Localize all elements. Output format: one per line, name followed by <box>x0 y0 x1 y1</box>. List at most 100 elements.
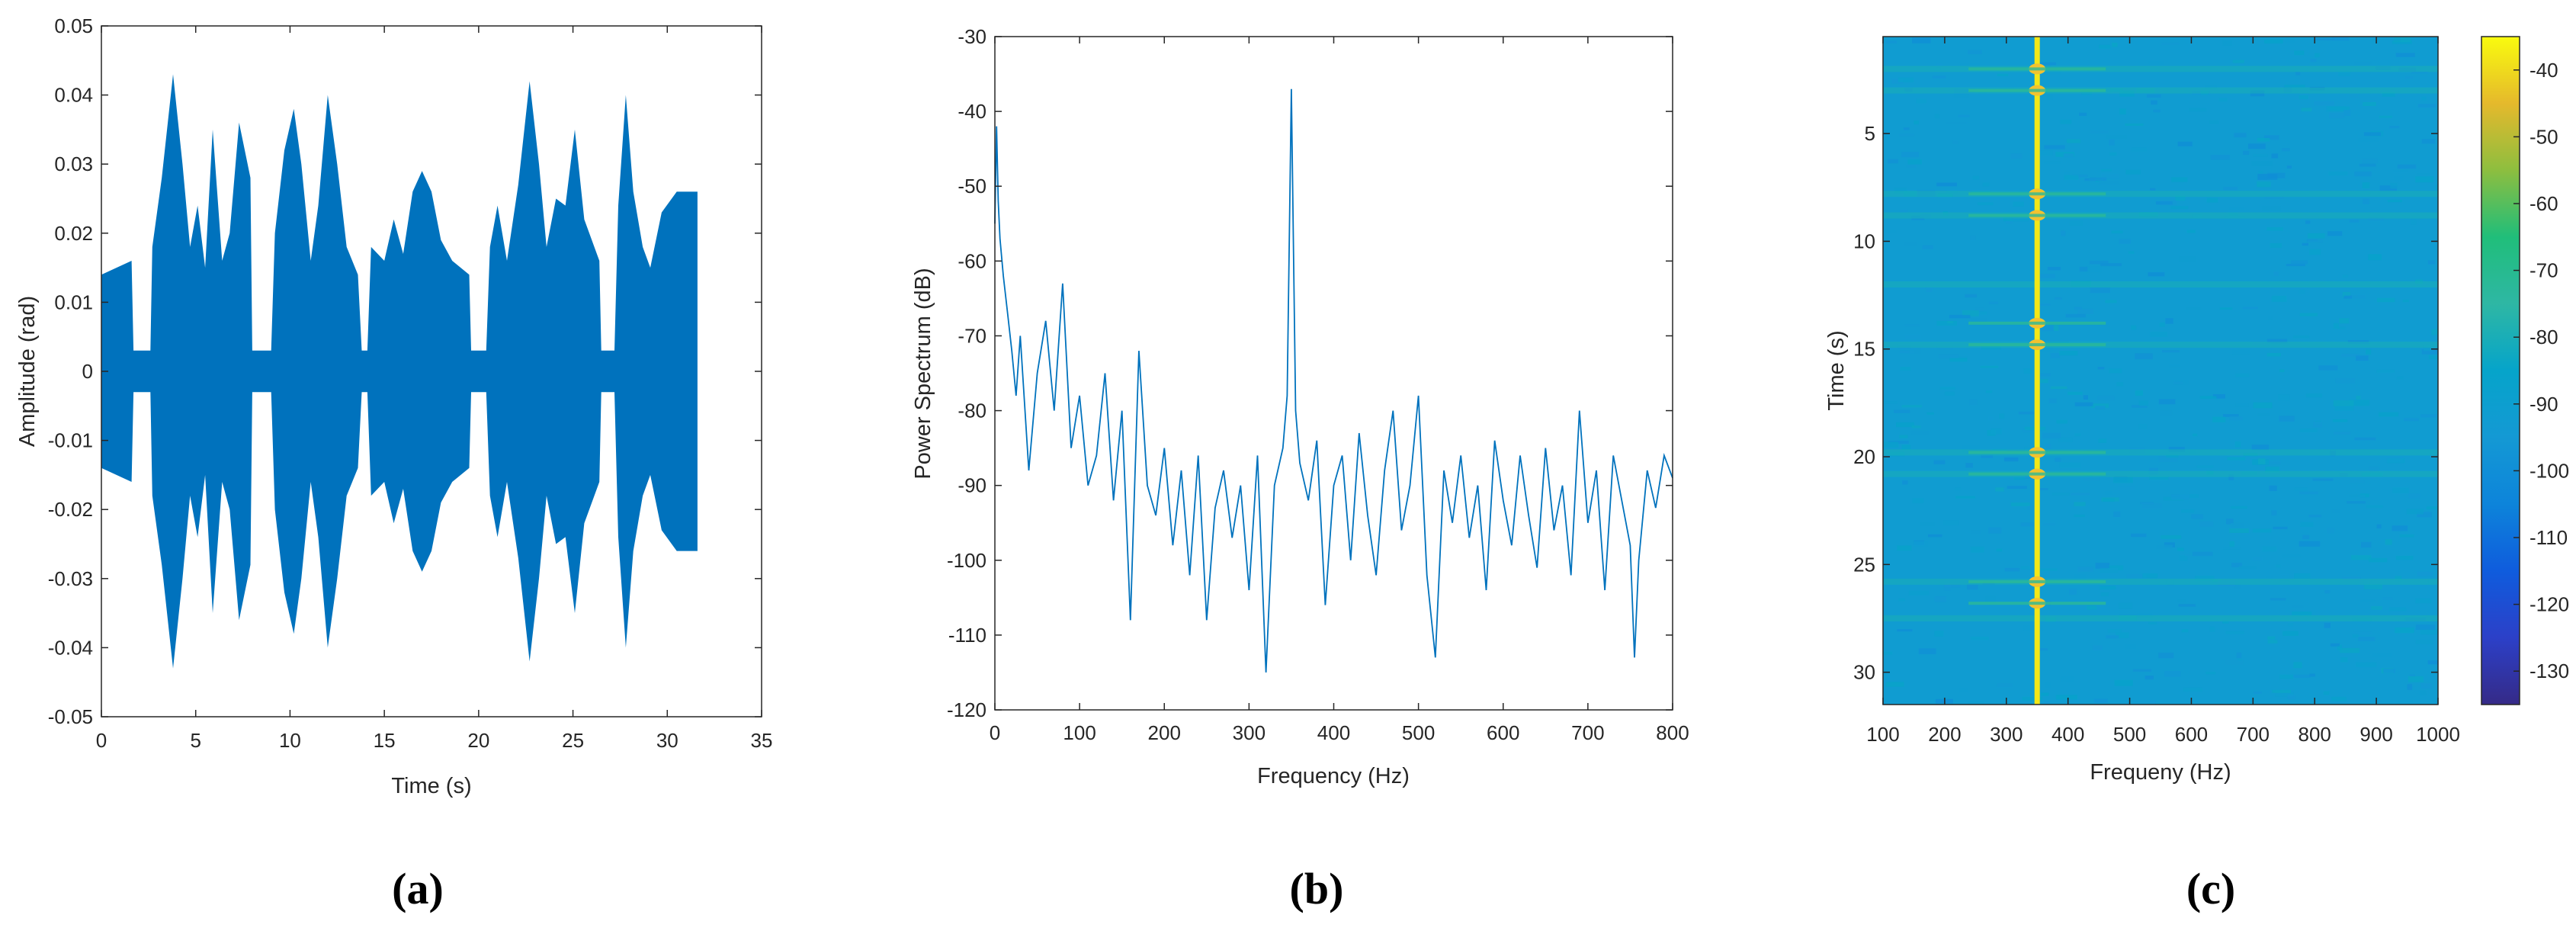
chart-b-xtick-label: 200 <box>1148 721 1181 744</box>
chart-b-ytick-label: -50 <box>958 175 986 197</box>
heatmap-cell <box>2343 110 2351 117</box>
heatmap-cell <box>2090 130 2109 134</box>
heatmap-cell <box>2299 541 2321 547</box>
heatmap-cell <box>2411 219 2417 225</box>
heatmap-cell <box>2332 419 2348 422</box>
heatmap-cell <box>1901 445 1911 451</box>
heatmap-cell <box>2392 487 2409 493</box>
heatmap-cell <box>2379 412 2399 417</box>
heatmap-cell <box>2222 621 2229 624</box>
heatmap-cell <box>1949 358 1968 362</box>
heatmap-cell <box>2042 522 2056 526</box>
heatmap-cell <box>2036 150 2053 156</box>
heatmap-cell <box>1972 175 1980 180</box>
heatmap-cell <box>2079 112 2087 117</box>
heatmap-cell <box>1944 583 1961 588</box>
heatmap-cell <box>1955 496 1975 499</box>
heatmap-cell <box>2266 352 2281 357</box>
heatmap-cell <box>2132 405 2148 408</box>
heatmap-cell <box>2128 251 2135 254</box>
colorbar-tick-label: -70 <box>2529 259 2558 282</box>
heatmap-cell <box>2337 644 2343 650</box>
heatmap-cell <box>1967 584 1978 590</box>
heatmap-cell <box>2209 626 2215 632</box>
heatmap-cell <box>2238 658 2243 661</box>
colorbar-tick-label: -40 <box>2529 59 2558 82</box>
chart-a-panel-label: (a) <box>392 864 444 913</box>
heatmap-cell <box>1970 530 1981 535</box>
heatmap-cell <box>1988 301 1999 304</box>
heatmap-cell <box>2161 535 2182 539</box>
chart-a-ytick-label: -0.04 <box>48 636 93 659</box>
heatmap-cell <box>2074 402 2093 406</box>
heatmap-cell <box>2101 173 2119 179</box>
heatmap-cell <box>2407 684 2413 690</box>
heatmap-cell <box>2114 679 2133 686</box>
chart-b-ytick-label: -80 <box>958 400 986 422</box>
heatmap-cell <box>2292 674 2311 678</box>
heatmap-cell <box>1919 522 1935 526</box>
heatmap-cell <box>2361 699 2382 705</box>
heatmap-cell <box>1944 391 1955 396</box>
heatmap-cell <box>1996 548 2003 552</box>
heatmap-cell <box>2138 423 2148 429</box>
heatmap-cell <box>2252 153 2268 157</box>
heatmap-cell <box>2161 350 2180 353</box>
heatmap-cell <box>2171 177 2188 182</box>
heatmap-cell <box>2271 295 2287 302</box>
heatmap-cell <box>2334 406 2354 411</box>
heatmap-cell <box>1927 534 1942 538</box>
heatmap-cell <box>2331 508 2340 513</box>
heatmap-cell <box>2193 433 2198 437</box>
heatmap-cell <box>2343 295 2352 299</box>
chart-a-y-ticks: -0.05 -0.04 -0.03 -0.02 -0.01 0 0.01 0.02 0.03 0.… <box>48 14 762 728</box>
heatmap-cell <box>1936 345 1953 351</box>
chart-b-xtick-label: 300 <box>1233 721 1266 744</box>
heatmap-cell <box>1901 405 1922 408</box>
heatmap-cell <box>2064 171 2070 175</box>
heatmap-cell <box>1953 94 1970 99</box>
heatmap-cell <box>2158 399 2176 405</box>
heatmap-cell <box>2125 123 2144 126</box>
heatmap-cell <box>2349 494 2366 498</box>
heatmap-cell <box>2392 169 2408 173</box>
heatmap-cell <box>1979 311 1987 315</box>
heatmap-cell <box>2020 566 2030 570</box>
heatmap-cell <box>2299 313 2318 316</box>
chart-a-ytick-label: -0.01 <box>48 429 93 452</box>
chart-c-y-label: Time (s) <box>1824 330 1849 410</box>
heatmap-cell <box>2158 456 2178 463</box>
chart-b-ytick-label: -30 <box>958 25 986 48</box>
heatmap-cell <box>2068 589 2077 596</box>
heatmap-cell <box>2045 443 2051 449</box>
heatmap-cell <box>2309 249 2321 255</box>
heatmap-cell <box>2285 37 2295 43</box>
chart-b-ytick-label: -60 <box>958 249 986 272</box>
heatmap-cell <box>2060 120 2072 124</box>
heatmap-cell <box>2100 567 2119 573</box>
heatmap-cell <box>2061 230 2066 236</box>
heatmap-cell <box>2266 575 2274 579</box>
chart-c-axes-box <box>1882 36 2439 705</box>
heatmap-cell <box>1883 441 1899 448</box>
heatmap-cell <box>1975 307 1984 312</box>
heatmap-cell <box>2145 676 2154 680</box>
heatmap-cell <box>1911 430 1929 435</box>
heatmap-cell <box>2056 419 2068 424</box>
heatmap-cell <box>2427 260 2436 265</box>
heatmap-cell <box>2404 418 2419 422</box>
heatmap-cell <box>2359 163 2376 167</box>
heatmap-cell <box>2072 174 2088 178</box>
heatmap-cell <box>2222 547 2241 550</box>
heatmap-cell <box>1936 182 1958 187</box>
heatmap-cell <box>2105 300 2117 303</box>
heatmap-cell <box>2032 303 2051 307</box>
heatmap-cell <box>2103 498 2115 502</box>
heatmap-cell <box>2059 462 2081 468</box>
heatmap-cell <box>1995 487 2004 492</box>
heatmap-cell <box>2305 393 2322 398</box>
chart-c-tone-peaks <box>1968 63 2106 609</box>
heatmap-cell <box>2399 534 2414 538</box>
heatmap-cell <box>2337 326 2346 330</box>
heatmap-cell <box>2292 611 2312 616</box>
